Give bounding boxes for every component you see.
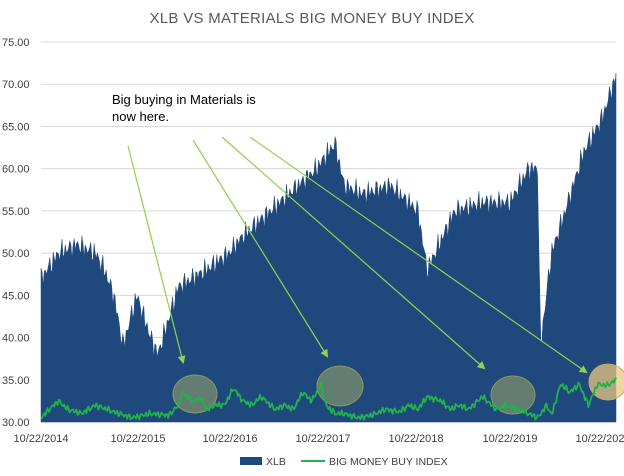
legend-swatch-xlb — [240, 457, 262, 465]
annotation-text-line-1: Big buying in Materials is — [112, 92, 256, 107]
y-tick-label: 45.00 — [2, 290, 30, 302]
x-tick-label: 10/22/2014 — [13, 433, 68, 445]
legend-label-bmbi: BIG MONEY BUY INDEX — [329, 456, 448, 468]
highlight-circles — [172, 363, 624, 415]
x-tick-label: 10/22/202 — [576, 433, 624, 445]
y-tick-label: 70.00 — [2, 79, 30, 91]
x-tick-label: 10/22/2015 — [110, 433, 165, 445]
highlight-circle-2 — [316, 365, 364, 407]
annotation-arrow-1 — [127, 145, 186, 364]
highlight-circle-3 — [490, 375, 536, 415]
x-axis-ticks: 10/22/2014 10/22/2015 10/22/2016 10/22/2017… — [13, 433, 624, 445]
annotation-arrow-4 — [249, 136, 588, 374]
legend: XLB BIG MONEY BUY INDEX — [240, 456, 448, 468]
highlight-circle-1 — [172, 374, 218, 414]
x-tick-label: 10/22/2017 — [295, 433, 350, 445]
chart-title: XLB VS MATERIALS BIG MONEY BUY INDEX — [149, 10, 474, 27]
y-tick-label: 30.00 — [2, 417, 30, 429]
y-tick-label: 60.00 — [2, 164, 30, 176]
annotation-arrows — [127, 136, 588, 374]
y-axis-ticks: 30.00 35.00 40.00 45.00 50.00 55.00 60.00 65.00… — [2, 37, 30, 429]
y-tick-label: 50.00 — [2, 248, 30, 260]
annotation-text-line-2: now here. — [112, 109, 169, 124]
x-tick-label: 10/22/2016 — [202, 433, 257, 445]
x-tick-label: 10/22/2019 — [482, 433, 537, 445]
y-tick-label: 65.00 — [2, 121, 30, 133]
y-tick-label: 35.00 — [2, 375, 30, 387]
y-tick-label: 40.00 — [2, 333, 30, 345]
x-tick-label: 10/22/2018 — [388, 433, 443, 445]
big-money-buy-index-line — [40, 377, 617, 421]
annotation-arrow-3 — [221, 136, 486, 370]
xlb-series-area — [40, 73, 617, 423]
y-tick-label: 75.00 — [2, 37, 30, 49]
legend-label-xlb: XLB — [266, 456, 286, 468]
y-tick-label: 55.00 — [2, 206, 30, 218]
annotation-arrow-2 — [192, 139, 329, 358]
